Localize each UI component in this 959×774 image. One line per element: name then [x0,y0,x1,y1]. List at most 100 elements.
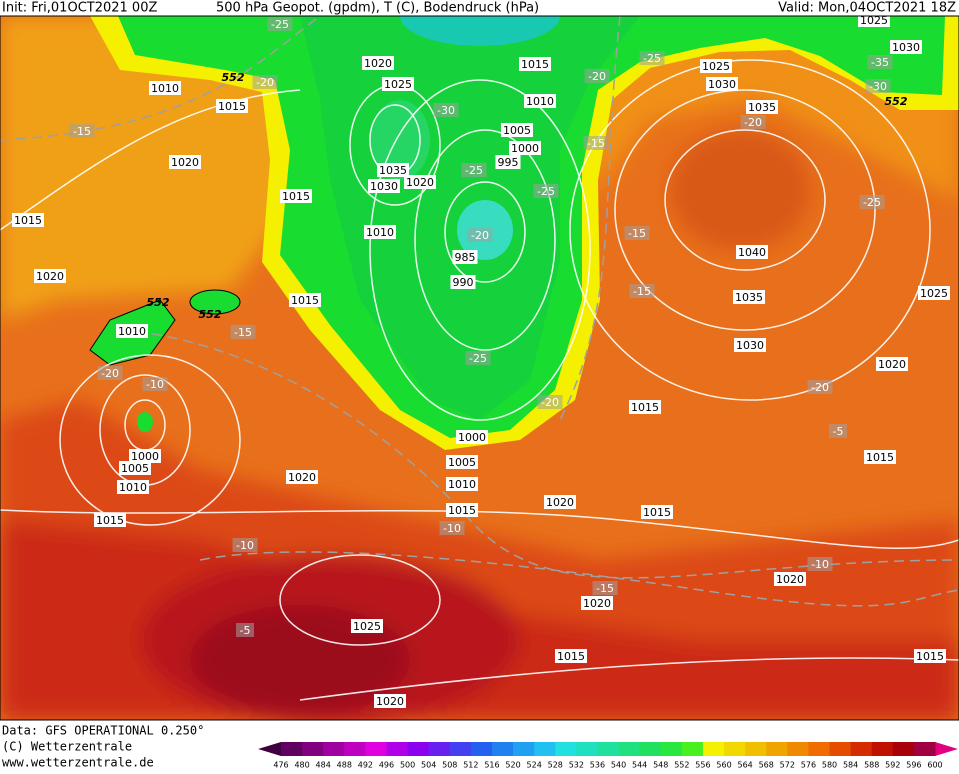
pressure-label: 1020 [36,270,64,283]
pressure-label: 1010 [448,478,476,491]
pressure-label-box [119,461,151,475]
geopotential-label: 552 [222,71,245,84]
pressure-label-box [774,572,806,586]
temperature-label-box [629,284,655,298]
pressure-label: 1040 [738,246,766,259]
pressure-label-box [149,81,181,95]
legend-swatch [323,742,345,756]
legend-label: 552 [674,761,689,770]
legend-swatch [576,742,598,756]
pressure-label: 1015 [557,650,585,663]
temperature-label: -15 [234,326,252,339]
pressure-label: 1035 [735,291,763,304]
pressure-label: 1015 [521,58,549,71]
temperature-label: -30 [869,80,887,93]
legend-label: 508 [442,761,457,770]
temperature-label: -10 [236,539,254,552]
legend-swatch [724,742,746,756]
pressure-label: 1025 [384,78,412,91]
pressure-label-box [700,59,732,73]
pressure-label: 1015 [631,401,659,414]
pressure-label: 1015 [916,650,944,663]
pressure-label: 1015 [218,100,246,113]
pressure-label: 1015 [282,190,310,203]
temperature-label: -25 [537,185,555,198]
pressure-label-box [544,495,576,509]
map-field: 1010 1015 1020 1015 1020 1010 1000 1005 1010 1015… [0,16,959,720]
pressure-label-box [351,619,383,633]
temperature-label-box [461,163,487,177]
legend-label: 548 [653,761,668,770]
legend-label: 576 [801,761,816,770]
legend-label: 600 [927,761,942,770]
legend-swatch [344,742,366,756]
temperature-label: -25 [469,352,487,365]
pressure-label-box [509,141,541,155]
legend-label: 492 [358,761,373,770]
legend-swatch [808,742,831,756]
temperature-label: -35 [871,56,889,69]
temperature-label-box [583,136,609,150]
legend-swatch [871,742,894,756]
temperature-label: -25 [643,52,661,65]
legend-swatch [513,742,535,756]
legend-label: 584 [843,761,858,770]
temperature-label-box [97,366,123,380]
temperature-label: -20 [744,116,762,129]
temperature-label: -5 [833,425,844,438]
pressure-label-box [289,293,321,307]
pressure-label: 1025 [353,620,381,633]
pressure-label: 995 [498,156,519,169]
pressure-label-box [446,477,478,491]
pressure-label: 1020 [583,597,611,610]
pressure-label: 1030 [708,78,736,91]
temperature-label-box [252,75,278,89]
pressure-label: 1010 [151,82,179,95]
pressure-label: 1010 [526,95,554,108]
pressure-label-box [890,40,922,54]
legend-swatch [892,742,915,756]
pressure-label-box [446,503,478,517]
legend-swatch [829,742,852,756]
pressure-label: 1020 [406,176,434,189]
temperature-label: -20 [101,367,119,380]
pressure-label: 1005 [503,124,531,137]
pressure-label-box [519,57,551,71]
pressure-label-box [404,175,436,189]
legend-label: 524 [527,761,542,770]
legend-swatch [555,742,577,756]
legend-label: 496 [379,761,394,770]
pressure-label: 1000 [511,142,539,155]
temperature-label-box [807,557,833,571]
temperature-label: -15 [73,125,91,138]
legend-label: 504 [421,761,436,770]
legend-label: 488 [337,761,352,770]
map-frame [0,15,959,721]
legend-label: 532 [569,761,584,770]
pressure-label-box [581,596,613,610]
temperature-label: -5 [240,624,251,637]
pressure-label: 1020 [878,358,906,371]
temperature-label-box [867,55,893,69]
pressure-label: 1005 [448,456,476,469]
temperature-label: -20 [588,70,606,83]
temperature-label: -15 [596,582,614,595]
geopotential-label: 552 [199,308,222,321]
pressure-label: 1010 [119,481,147,494]
legend-swatch [660,742,683,756]
temperature-label: -25 [271,18,289,31]
legend-swatch [281,742,303,756]
temperature-label-box [584,69,610,83]
legend-label: 536 [590,761,605,770]
pressure-label: 1015 [14,214,42,227]
legend-swatch [365,742,387,756]
pressure-label: 1015 [448,504,476,517]
temperature-label-box [807,380,833,394]
pressure-label-box [280,189,312,203]
pressure-label-box [116,324,148,338]
pressure-label-box [286,470,318,484]
legend-swatch [745,742,767,756]
pressure-label-box [858,16,890,27]
